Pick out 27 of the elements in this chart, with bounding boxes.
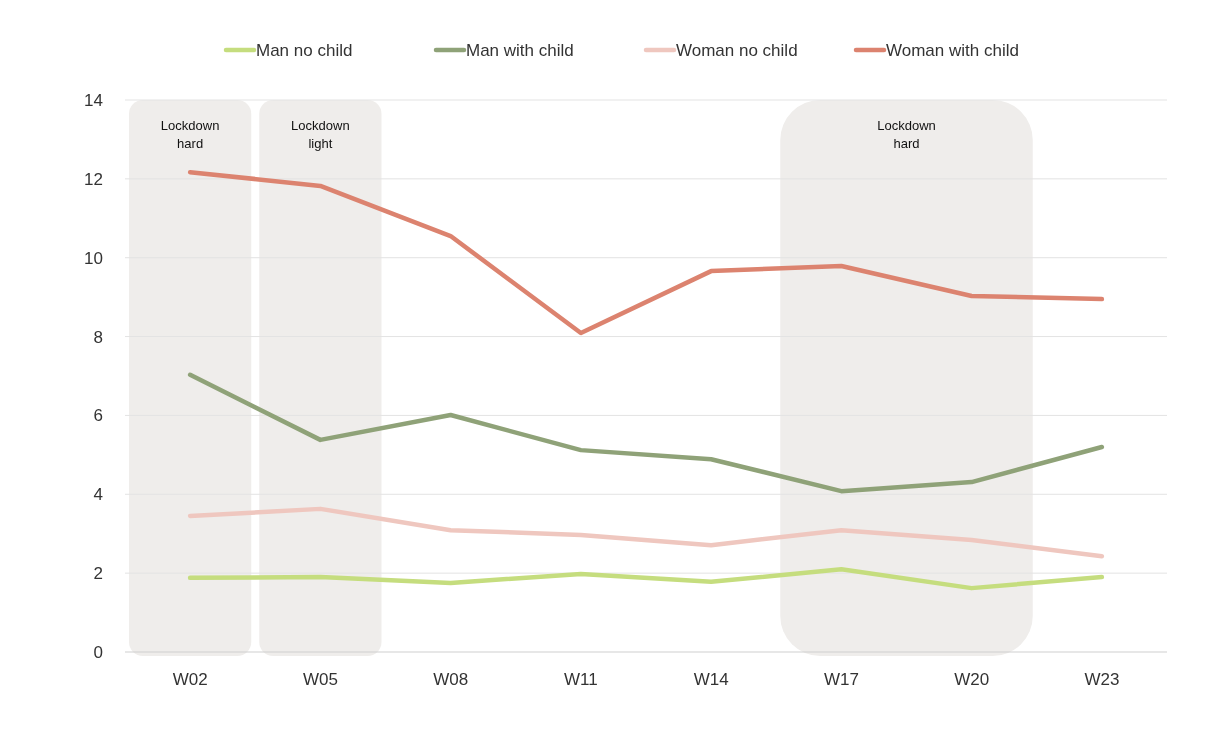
legend-label: Man no child (256, 41, 353, 60)
x-tick-label: W08 (433, 670, 469, 689)
legend-label: Woman no child (676, 41, 798, 60)
x-tick-label: W20 (954, 670, 990, 689)
legend-label: Woman with child (886, 41, 1019, 60)
line-series (187, 169, 1105, 336)
x-tick-label: W17 (823, 670, 859, 689)
x-tick-label: W23 (1084, 670, 1120, 689)
band-label: Lockdown hard (160, 118, 220, 151)
y-tick-label: 2 (93, 564, 103, 584)
band-label: Lockdown light (291, 118, 350, 151)
line-series (187, 506, 1105, 559)
legend-label: Man with child (466, 41, 574, 60)
y-tick-label: 12 (84, 169, 103, 189)
y-tick-label: 8 (93, 327, 103, 347)
x-tick-label: W05 (302, 670, 338, 689)
band-label: Lockdown hard (877, 118, 936, 151)
y-tick-label: 4 (93, 485, 103, 505)
line-series (187, 566, 1105, 591)
x-tick-label: W02 (172, 670, 208, 689)
y-tick-label: 6 (93, 406, 103, 426)
line-series (187, 372, 1105, 494)
y-tick-label: 10 (84, 248, 103, 268)
x-tick-label: W11 (564, 670, 598, 689)
y-tick-label: 0 (93, 643, 103, 662)
y-tick-label: 14 (84, 91, 103, 110)
x-tick-label: W14 (693, 670, 729, 689)
